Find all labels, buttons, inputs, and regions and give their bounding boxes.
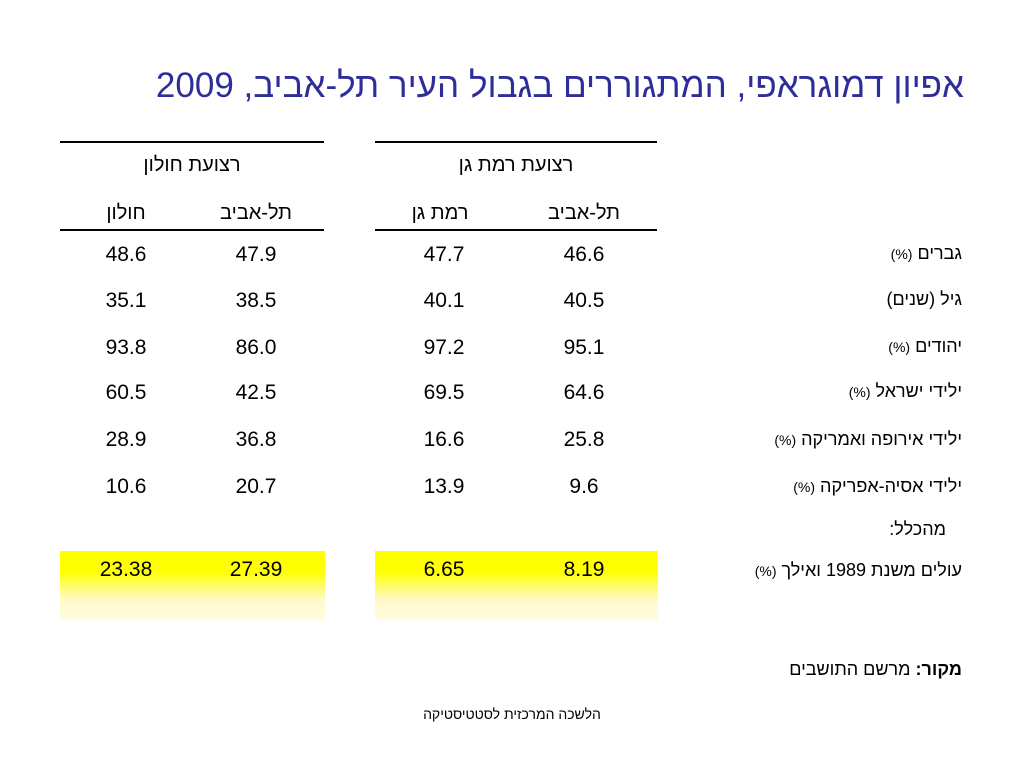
row-label: ילידי אסיה-אפריקה (%): [793, 476, 962, 496]
cell-holon-holon: 93.8: [105, 336, 147, 359]
holon-header-rule: [60, 229, 324, 231]
row-label: גברים (%): [890, 243, 962, 263]
ramatgan-top-rule: [375, 141, 657, 143]
cell-rg-telaviv: 95.1: [563, 336, 605, 359]
cell-holon-telaviv: 42.5: [235, 381, 277, 404]
cell-rg-ramatgan: 13.9: [423, 475, 465, 498]
cell-holon-holon: 35.1: [105, 289, 147, 312]
holon-col-telaviv: תל-אביב: [220, 202, 292, 224]
source-label: מקור:: [915, 659, 962, 679]
row-label: ילידי ישראל (%): [848, 381, 962, 401]
cell-rg-telaviv: 46.6: [563, 243, 605, 266]
ramatgan-col-ramatgan: רמת גן: [411, 202, 469, 224]
subheader-label: מהכלל:: [889, 519, 946, 539]
cell-rg-ramatgan: 97.2: [423, 336, 465, 359]
cell-rg-ramatgan: 6.65: [423, 558, 465, 581]
holon-group-header: רצועת חולון: [143, 154, 241, 176]
title-year: 2009: [155, 66, 234, 105]
cell-rg-telaviv: 8.19: [563, 558, 605, 581]
holon-top-rule: [60, 141, 324, 143]
cell-holon-holon: 10.6: [105, 475, 147, 498]
cell-holon-telaviv: 47.9: [235, 243, 277, 266]
holon-highlight-band: [60, 551, 325, 571]
cell-holon-holon: 48.6: [105, 243, 147, 266]
cell-holon-telaviv: 20.7: [235, 475, 277, 498]
ramatgan-col-telaviv: תל-אביב: [548, 202, 620, 224]
ramatgan-highlight-band: [375, 551, 658, 571]
cell-holon-holon: 23.38: [99, 558, 153, 581]
holon-highlight-fade: [60, 571, 325, 620]
holon-col-holon: חולון: [106, 202, 146, 224]
row-label: יהודים (%): [888, 336, 962, 356]
highlight-row-label: עולים משנת 1989 ואילך (%): [754, 560, 962, 580]
cell-rg-telaviv: 40.5: [563, 289, 605, 312]
source-note: מקור: מרשם התושבים: [789, 659, 962, 680]
footer: הלשכה המרכזית לסטטיסטיקה: [423, 706, 601, 722]
ramatgan-group-header: רצועת רמת גן: [458, 154, 574, 176]
ramatgan-highlight-fade: [375, 571, 658, 620]
cell-rg-ramatgan: 69.5: [423, 381, 465, 404]
cell-holon-telaviv: 38.5: [235, 289, 277, 312]
title-text: אפיון דמוגראפי, המתגוררים בגבול העיר תל-…: [243, 66, 964, 105]
page-title: אפיון דמוגראפי, המתגוררים בגבול העיר תל-…: [44, 66, 964, 106]
cell-holon-holon: 28.9: [105, 428, 147, 451]
row-label: גיל (שנים): [886, 289, 963, 309]
cell-holon-telaviv: 27.39: [229, 558, 283, 581]
cell-holon-telaviv: 36.8: [235, 428, 277, 451]
cell-rg-ramatgan: 47.7: [423, 243, 465, 266]
source-text: מרשם התושבים: [789, 659, 911, 679]
row-label: ילידי אירופה ואמריקה (%): [774, 429, 962, 449]
cell-rg-ramatgan: 16.6: [423, 428, 465, 451]
cell-holon-holon: 60.5: [105, 381, 147, 404]
cell-rg-telaviv: 9.6: [569, 475, 599, 498]
cell-rg-telaviv: 25.8: [563, 428, 605, 451]
ramatgan-header-rule: [375, 229, 657, 231]
cell-rg-ramatgan: 40.1: [423, 289, 465, 312]
cell-holon-telaviv: 86.0: [235, 336, 277, 359]
cell-rg-telaviv: 64.6: [563, 381, 605, 404]
